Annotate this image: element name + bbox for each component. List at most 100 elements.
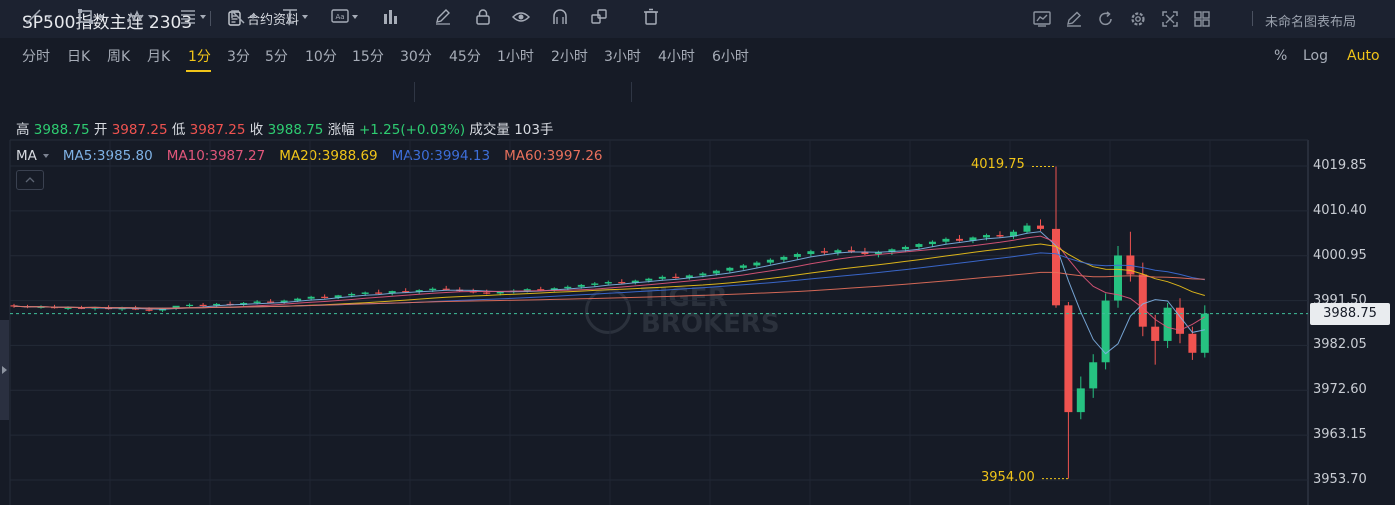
candle-body — [523, 289, 531, 291]
settings-icon[interactable] — [1124, 7, 1152, 31]
lock-button[interactable] — [474, 4, 492, 30]
open-value: 3987.25 — [111, 122, 168, 138]
candle-body — [442, 288, 450, 290]
candle-body — [240, 302, 248, 305]
arrow-tool-button[interactable] — [229, 4, 256, 30]
ma-legend: MA MA5:3985.80 MA10:3987.27 MA20:3988.69… — [16, 148, 617, 164]
candle-body — [820, 251, 828, 253]
ma-label[interactable]: MA — [16, 148, 37, 164]
pattern-tool-icon — [127, 9, 144, 23]
pencil-icon — [436, 9, 450, 25]
candle-body — [672, 276, 680, 279]
candle-body — [888, 249, 896, 253]
pencil-button[interactable] — [434, 4, 452, 30]
price-axis-tick: 4000.95 — [1313, 247, 1367, 263]
measure-tool-button[interactable] — [382, 4, 400, 30]
period-tab[interactable]: 1分 — [188, 49, 211, 65]
candle-body — [1126, 255, 1135, 275]
period-tab[interactable]: 1小时 — [497, 49, 534, 65]
left-panel-handle[interactable] — [0, 320, 9, 420]
candle-body — [604, 282, 612, 284]
period-tab[interactable]: 45分 — [449, 49, 481, 65]
layout-name-button[interactable]: 未命名图表布局 — [1265, 15, 1357, 30]
candle-body — [402, 291, 410, 293]
scale-option[interactable]: Auto — [1347, 48, 1380, 64]
clone-button[interactable] — [590, 4, 608, 30]
candle-body — [334, 295, 342, 298]
ma60-line — [13, 271, 1205, 309]
period-tab[interactable]: 4小时 — [658, 49, 695, 65]
chevron-down-icon[interactable] — [42, 154, 49, 158]
scale-option[interactable]: % — [1274, 48, 1288, 64]
fullscreen-icon[interactable] — [1156, 7, 1184, 31]
edit-icon[interactable] — [1060, 7, 1088, 31]
note-tool-icon: Aa — [331, 9, 349, 23]
candle-body — [874, 252, 882, 255]
note-tool-button[interactable]: Aa — [331, 4, 358, 30]
candle-body — [699, 273, 707, 276]
text-tool-button[interactable] — [281, 4, 308, 30]
candle-body — [253, 301, 261, 303]
candle-body — [766, 259, 774, 263]
trash-icon — [644, 8, 658, 25]
line-tool-icon — [26, 9, 41, 24]
eye-button[interactable] — [512, 4, 530, 30]
candle-body — [753, 262, 761, 266]
magnet-button[interactable] — [551, 4, 569, 30]
period-tab[interactable]: 周K — [107, 49, 131, 65]
grid-icon[interactable] — [1188, 7, 1216, 31]
fib-tool-button[interactable] — [179, 4, 206, 30]
candle-body — [172, 305, 180, 309]
candle-body — [550, 288, 558, 291]
collapse-legend-button[interactable] — [16, 170, 44, 190]
rect-tool-button[interactable] — [77, 4, 104, 30]
period-tab[interactable]: 10分 — [305, 49, 337, 65]
trash-button[interactable] — [642, 4, 660, 30]
candle-body — [861, 251, 869, 255]
period-tab[interactable]: 5分 — [265, 49, 288, 65]
arrow-tool-icon — [231, 10, 245, 24]
price-axis-tick: 3963.15 — [1313, 427, 1367, 443]
ma30-value: MA30:3994.13 — [391, 148, 491, 164]
candle-body — [955, 238, 963, 241]
candle-body — [1176, 307, 1184, 334]
chevron-right-icon — [2, 366, 7, 374]
candle-body — [1009, 231, 1017, 237]
period-tab[interactable]: 月K — [147, 49, 171, 65]
magnet-icon — [553, 9, 567, 24]
price-axis-tick: 3953.70 — [1313, 472, 1367, 487]
candle-body — [1151, 326, 1160, 341]
pattern-tool-button[interactable] — [127, 4, 154, 30]
ma10-value: MA10:3987.27 — [166, 148, 266, 164]
candle-body — [483, 292, 491, 294]
line-tool-button[interactable] — [25, 4, 52, 30]
close-value: 3988.75 — [267, 122, 324, 138]
candle-body — [361, 292, 369, 294]
ma30-line — [13, 252, 1205, 309]
period-tab[interactable]: 3分 — [227, 49, 250, 65]
rect-tool-icon — [78, 9, 93, 24]
candle-body — [537, 289, 545, 291]
period-tab[interactable]: 分时 — [22, 49, 50, 65]
period-tab[interactable]: 30分 — [400, 49, 432, 65]
candle-body — [631, 280, 639, 284]
header-bar: SP500指数主连 2303 合约资料 未命名图表布局 — [0, 0, 1395, 38]
candle-body — [780, 256, 788, 260]
candle-body — [1163, 307, 1172, 341]
candle-body — [186, 304, 194, 307]
scale-option[interactable]: Log — [1303, 48, 1329, 64]
ma20-value: MA20:3988.69 — [279, 148, 378, 164]
period-tab[interactable]: 2小时 — [551, 49, 588, 65]
close-label: 收 — [249, 122, 264, 138]
candle-body — [942, 238, 950, 242]
volume-value: 103手 — [514, 122, 554, 138]
period-tab[interactable]: 6小时 — [712, 49, 749, 65]
period-tab[interactable]: 15分 — [352, 49, 384, 65]
candle-body — [847, 250, 855, 252]
refresh-icon[interactable] — [1092, 7, 1120, 31]
candle-body — [267, 301, 275, 303]
period-tab[interactable]: 3小时 — [604, 49, 641, 65]
chart-icon[interactable] — [1028, 7, 1056, 31]
period-tab[interactable]: 日K — [67, 49, 91, 65]
